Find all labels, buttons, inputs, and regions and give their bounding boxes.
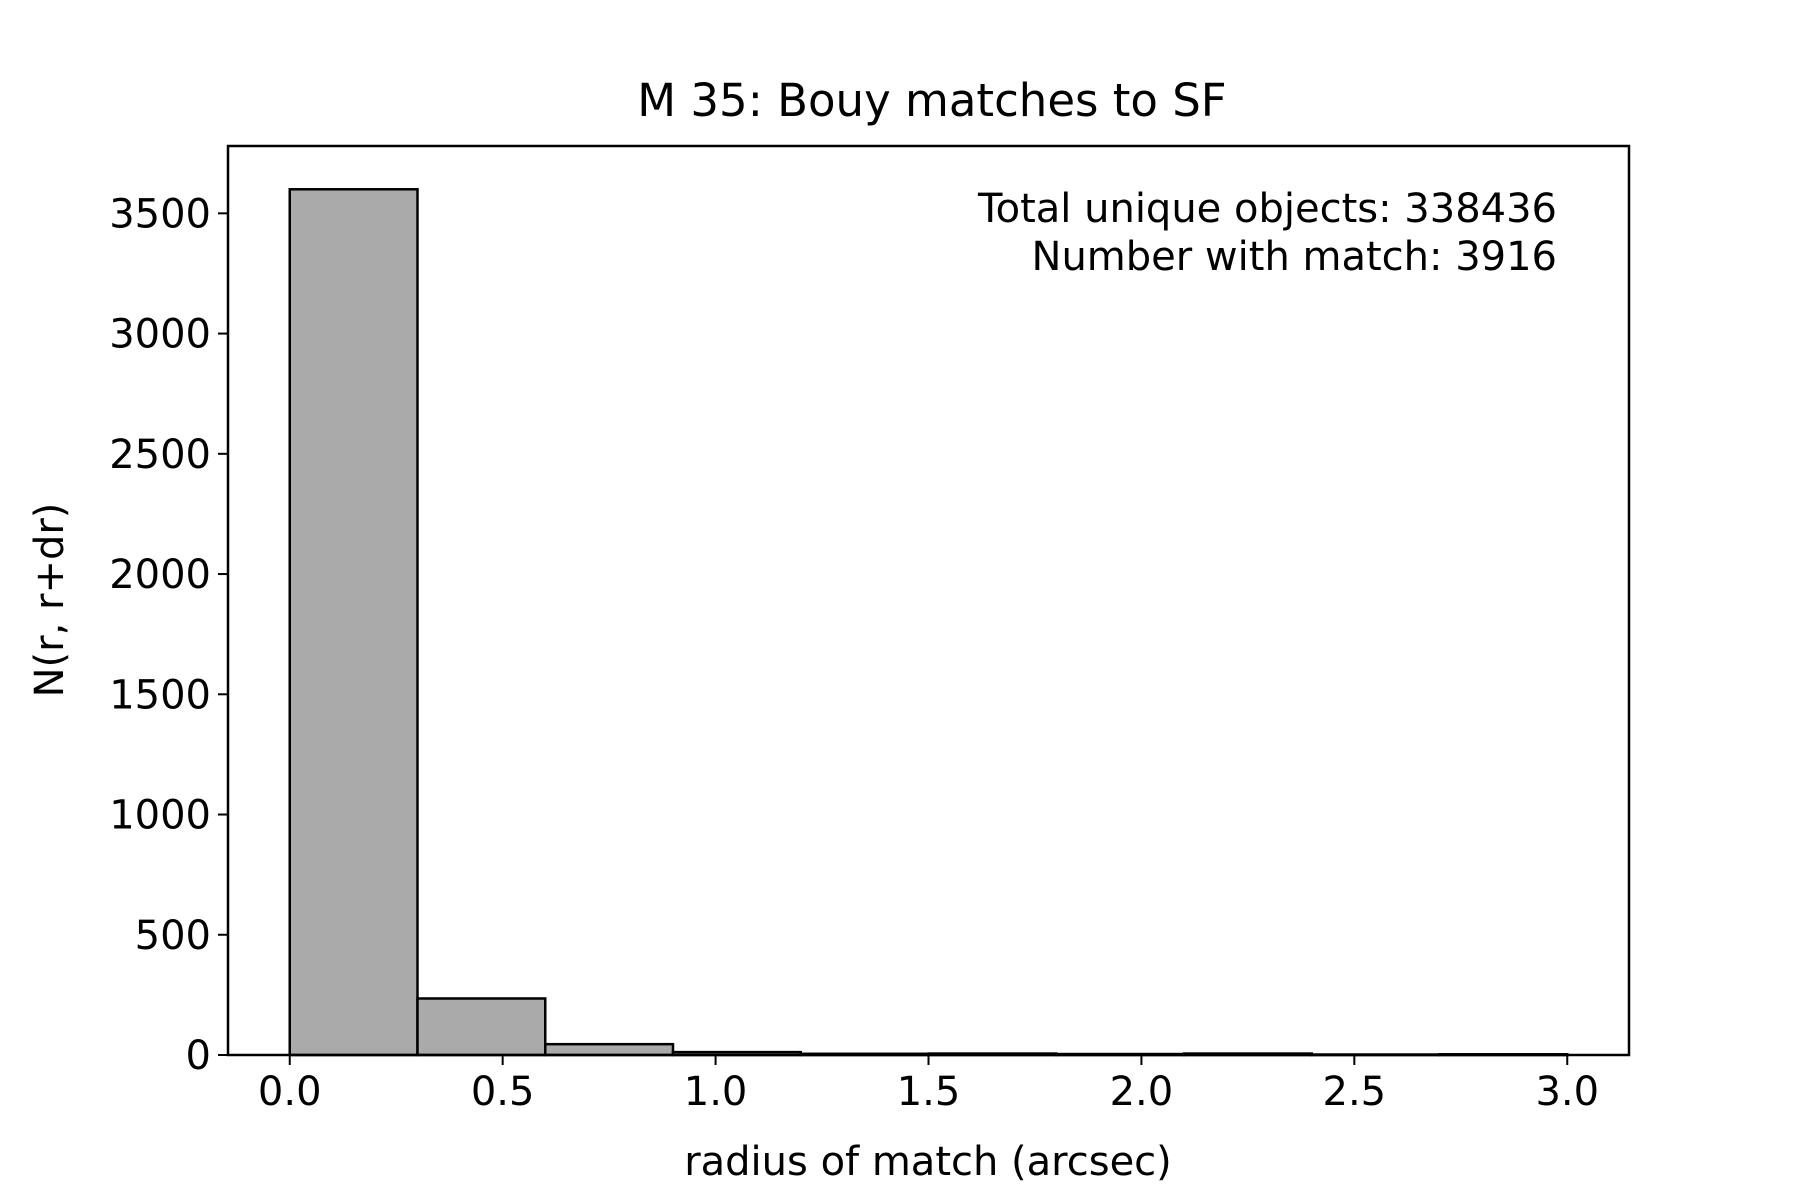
y-ticks: 0 500 1000 1500 2000 2500 3000 3500 [109, 191, 228, 1079]
histogram-bar [288, 188, 419, 1057]
x-tick-label: 0.5 [471, 1069, 535, 1115]
y-tick-label: 500 [135, 913, 211, 959]
bars-layer [288, 188, 1569, 1057]
plot-frame [226, 144, 1631, 1057]
y-tick-label: 2500 [109, 432, 211, 478]
y-tick-label: 1000 [109, 793, 211, 839]
histogram-bar [543, 1042, 675, 1057]
y-tick-label: 3000 [109, 312, 211, 358]
y-tick-label: 1500 [109, 672, 211, 718]
y-tick-label: 0 [186, 1033, 211, 1079]
x-tick-label: 1.0 [684, 1069, 748, 1115]
y-tick-label: 2000 [109, 552, 211, 598]
y-axis-label: N(r, r+dr) [27, 503, 73, 698]
x-tick-label: 3.0 [1535, 1069, 1599, 1115]
x-axis-label: radius of match (arcsec) [684, 1139, 1172, 1185]
chart-title: M 35: Bouy matches to SF [637, 74, 1226, 127]
x-tick-label: 0.0 [258, 1069, 322, 1115]
histogram-bar [416, 997, 547, 1057]
x-tick-label: 2.5 [1323, 1069, 1387, 1115]
x-ticks: 0.0 0.5 1.0 1.5 2.0 2.5 3.0 [258, 1055, 1599, 1115]
y-tick-label: 3500 [109, 191, 211, 237]
x-tick-label: 2.0 [1110, 1069, 1174, 1115]
x-tick-label: 1.5 [897, 1069, 961, 1115]
annotation-total-objects: Total unique objects: 338436 [977, 186, 1557, 232]
annotation-match-count: Number with match: 3916 [1032, 234, 1557, 280]
